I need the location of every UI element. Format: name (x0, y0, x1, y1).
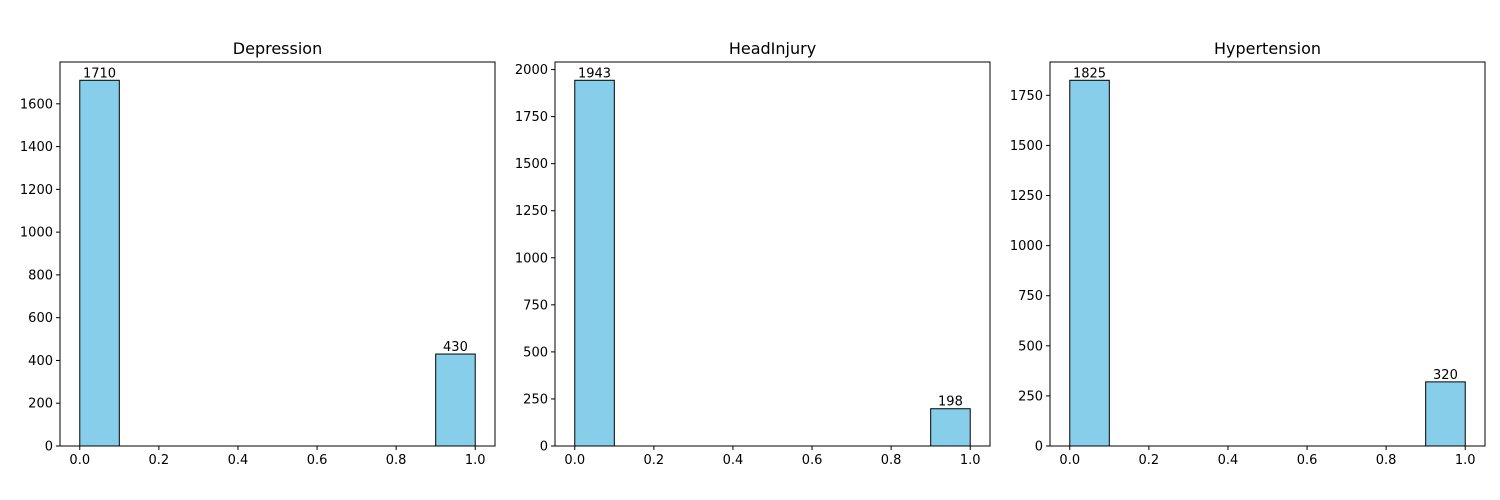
bar-value-label: 1943 (578, 66, 611, 81)
x-tick-label: 0.8 (386, 453, 407, 468)
y-tick-label: 750 (1018, 289, 1043, 304)
axes-frame (554, 61, 991, 447)
y-tick-label: 250 (523, 392, 548, 407)
x-tick-label: 0.0 (564, 453, 585, 468)
axes-frame (1049, 61, 1486, 447)
axes-frame (59, 61, 496, 447)
y-tick-label: 1500 (515, 157, 548, 172)
y-tick-label: 200 (28, 397, 53, 412)
chart-panel-headinjury: 1943 198 0.0 0.2 0.4 0.6 0.8 1.0 0 250 500 750 1000 1… (515, 39, 991, 468)
x-tick-label: 0.4 (1218, 453, 1239, 468)
x-tick-label: 1.0 (1455, 453, 1476, 468)
histogram-bar (79, 79, 120, 447)
histogram-bar (1425, 381, 1466, 447)
y-tick-label: 400 (28, 354, 53, 369)
y-tick-label: 600 (28, 311, 53, 326)
x-tick-label: 0.6 (307, 453, 328, 468)
y-tick-label: 0 (540, 440, 548, 455)
x-tick-label: 0.4 (228, 453, 249, 468)
y-tick-label: 0 (1035, 440, 1043, 455)
y-tick-label: 1000 (1010, 239, 1043, 254)
chart-title: HeadInjury (729, 39, 816, 58)
bar-value-label: 320 (1433, 368, 1458, 383)
chart-title: Hypertension (1214, 39, 1321, 58)
x-tick-label: 0.0 (1059, 453, 1080, 468)
histogram-bar (1069, 79, 1110, 447)
y-tick-label: 250 (1018, 389, 1043, 404)
x-tick-label: 0.6 (802, 453, 823, 468)
y-tick-label: 2000 (515, 63, 548, 78)
y-tick-label: 1250 (515, 204, 548, 219)
histogram-bar (930, 408, 971, 447)
y-tick-label: 1000 (20, 226, 53, 241)
chart-title: Depression (233, 39, 322, 58)
y-tick-label: 1400 (20, 140, 53, 155)
chart-panel-hypertension: 1825 320 0.0 0.2 0.4 0.6 0.8 1.0 0 250 500 750 1000 1… (1010, 39, 1486, 468)
y-tick-label: 1250 (1010, 189, 1043, 204)
y-tick-label: 500 (1018, 339, 1043, 354)
x-tick-label: 0.2 (149, 453, 170, 468)
y-tick-label: 800 (28, 268, 53, 283)
x-tick-label: 0.4 (723, 453, 744, 468)
bar-value-label: 430 (443, 340, 468, 355)
y-tick-label: 1750 (1010, 89, 1043, 104)
y-tick-label: 1200 (20, 183, 53, 198)
histogram-bar (435, 353, 476, 447)
y-tick-label: 0 (45, 440, 53, 455)
y-tick-label: 500 (523, 345, 548, 360)
bar-value-label: 1710 (83, 66, 116, 81)
x-tick-label: 1.0 (465, 453, 486, 468)
x-tick-label: 0.0 (69, 453, 90, 468)
bar-value-label: 1825 (1073, 66, 1106, 81)
x-tick-label: 0.6 (1297, 453, 1318, 468)
x-tick-label: 1.0 (960, 453, 981, 468)
chart-panel-depression: 1710 430 0.0 0.2 0.4 0.6 0.8 1.0 0 200 400 600 800 10… (20, 39, 496, 468)
y-tick-label: 1500 (1010, 139, 1043, 154)
x-tick-label: 0.2 (1139, 453, 1160, 468)
bar-value-label: 198 (938, 395, 963, 410)
x-tick-label: 0.2 (644, 453, 665, 468)
y-tick-label: 1000 (515, 251, 548, 266)
y-tick-label: 750 (523, 298, 548, 313)
x-tick-label: 0.8 (881, 453, 902, 468)
y-tick-label: 1600 (20, 97, 53, 112)
x-tick-label: 0.8 (1376, 453, 1397, 468)
y-tick-label: 1750 (515, 110, 548, 125)
histogram-bar (574, 79, 615, 447)
